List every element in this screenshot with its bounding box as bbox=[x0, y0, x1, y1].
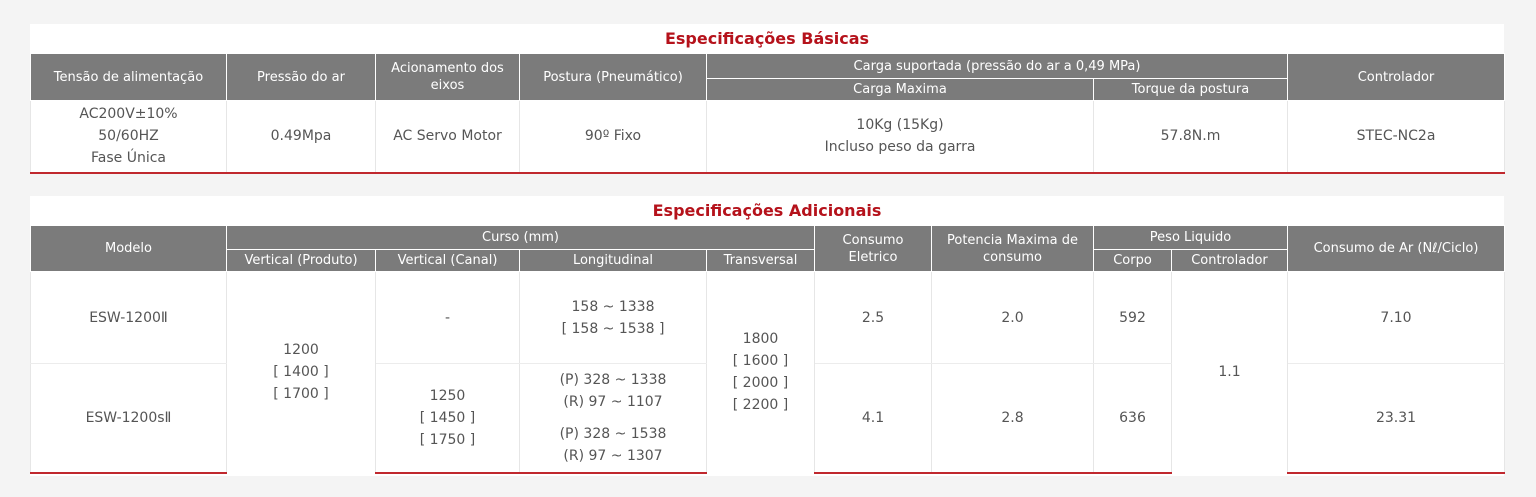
table-row: Modelo Curso (mm) Consumo Eletrico Poten… bbox=[30, 225, 1505, 272]
header-cell: Vertical (Produto) bbox=[226, 249, 376, 272]
header-cell: Consumo de Ar (Nℓ/Ciclo) bbox=[1287, 225, 1505, 272]
header-cell: Carga suportada (pressão do ar a 0,49 MP… bbox=[706, 53, 1288, 79]
line: (P) 328 ~ 1538 bbox=[559, 425, 667, 442]
section-title: Especificações Adicionais bbox=[652, 201, 882, 220]
header-cell: Corpo bbox=[1093, 249, 1172, 272]
table-row: Vertical (Produto) Vertical (Canal) Long… bbox=[31, 249, 1505, 272]
header-cell: Peso Liquido bbox=[1093, 225, 1288, 250]
thead: Tensão de alimentação Pressão do ar Acio… bbox=[30, 53, 1505, 101]
cell: 2.0 bbox=[931, 271, 1094, 364]
line: 1800 bbox=[742, 331, 779, 348]
line: 50/60HZ bbox=[98, 128, 159, 145]
line: [ 158 ~ 1538 ] bbox=[561, 320, 665, 337]
line: 10Kg (15Kg) bbox=[856, 117, 944, 134]
line: [ 1600 ] bbox=[732, 353, 789, 370]
line: 1200 bbox=[283, 342, 319, 359]
header-cell: Tensão de alimentação bbox=[30, 53, 227, 101]
header-cell: Transversal bbox=[706, 249, 815, 272]
cell: 1800 [ 1600 ] [ 2000 ] [ 2200 ] bbox=[706, 271, 815, 473]
cell: 1250 [ 1450 ] [ 1750 ] bbox=[375, 363, 520, 474]
cell: AC Servo Motor bbox=[375, 100, 520, 174]
line: [ 1400 ] bbox=[273, 364, 329, 381]
tbody: AC200V±10% 50/60HZ Fase Única 0.49Mpa AC S… bbox=[30, 100, 1505, 174]
header-cell: Carga Maxima bbox=[706, 78, 1094, 101]
cell: 10Kg (15Kg) Incluso peso da garra bbox=[706, 100, 1094, 174]
cell: 0.49Mpa bbox=[226, 100, 376, 174]
spacer bbox=[520, 413, 706, 423]
line: [ 2000 ] bbox=[732, 375, 789, 392]
additional-table: Modelo Curso (mm) Consumo Eletrico Poten… bbox=[30, 225, 1505, 474]
line: 158 ~ 1338 bbox=[571, 298, 655, 315]
line: [ 1700 ] bbox=[273, 386, 329, 403]
cell: 23.31 bbox=[1287, 363, 1505, 474]
header-cell: Controlador bbox=[1171, 249, 1288, 272]
cell: STEC-NC2a bbox=[1287, 100, 1505, 174]
basic-table: Tensão de alimentação Pressão do ar Acio… bbox=[30, 53, 1505, 174]
cell: 7.10 bbox=[1287, 271, 1505, 364]
cell: AC200V±10% 50/60HZ Fase Única bbox=[30, 100, 227, 174]
header-cell: Consumo Eletrico bbox=[814, 225, 932, 272]
table-row: Tensão de alimentação Pressão do ar Acio… bbox=[30, 53, 1505, 101]
table-row: Carga Maxima Torque da postura bbox=[31, 78, 1505, 101]
line: (P) 328 ~ 1338 bbox=[559, 371, 667, 388]
header-cell: Torque da postura bbox=[1093, 78, 1288, 101]
line: Incluso peso da garra bbox=[824, 139, 976, 156]
header-cell: Vertical (Canal) bbox=[375, 249, 520, 272]
cell: 1200 [ 1400 ] [ 1700 ] bbox=[226, 271, 376, 473]
header-cell: Pressão do ar bbox=[226, 53, 376, 101]
line: (R) 97 ~ 1107 bbox=[563, 393, 663, 410]
line: [ 1450 ] bbox=[419, 409, 476, 426]
cell: 1.1 bbox=[1171, 271, 1288, 473]
header-cell: Postura (Pneumático) bbox=[519, 53, 707, 101]
line: 1250 bbox=[429, 387, 466, 404]
cell: ESW-1200sⅡ bbox=[30, 363, 227, 474]
line: (R) 97 ~ 1307 bbox=[563, 447, 663, 464]
cell: 592 bbox=[1093, 271, 1172, 364]
cell: - bbox=[375, 271, 520, 364]
line: Fase Única bbox=[91, 150, 166, 167]
cell: ESW-1200Ⅱ bbox=[30, 271, 227, 364]
header-cell: Controlador bbox=[1287, 53, 1505, 101]
header-cell: Acionamento dos eixos bbox=[375, 53, 520, 101]
line: [ 2200 ] bbox=[732, 397, 789, 414]
cell: 4.1 bbox=[814, 363, 932, 474]
thead: Modelo Curso (mm) Consumo Eletrico Poten… bbox=[30, 225, 1505, 272]
table-row: ESW-1200Ⅱ 1200 [ 1400 ] [ 1700 ] - 158 ~ 1… bbox=[30, 271, 1505, 473]
cell: 636 bbox=[1093, 363, 1172, 474]
header-cell: Modelo bbox=[30, 225, 227, 272]
header-cell: Longitudinal bbox=[519, 249, 707, 272]
cell: 57.8N.m bbox=[1093, 100, 1288, 174]
cell: 90º Fixo bbox=[519, 100, 707, 174]
header-cell: Curso (mm) bbox=[226, 225, 815, 250]
header-cell: Potencia Maxima de consumo bbox=[931, 225, 1094, 272]
table-row: ESW-1200sⅡ 1250 [ 1450 ] [ 1750 ] (P) 328 … bbox=[30, 363, 1505, 474]
cell: 2.5 bbox=[814, 271, 932, 364]
cell: (P) 328 ~ 1338 (R) 97 ~ 1107 (P) 328 ~ 153… bbox=[519, 363, 707, 474]
line: AC200V±10% bbox=[79, 106, 178, 123]
table-row: AC200V±10% 50/60HZ Fase Única 0.49Mpa AC S… bbox=[30, 100, 1505, 174]
section-title: Especificações Básicas bbox=[664, 29, 870, 48]
cell: 158 ~ 1338 [ 158 ~ 1538 ] bbox=[519, 271, 707, 364]
tbody: ESW-1200Ⅱ 1200 [ 1400 ] [ 1700 ] - 158 ~ 1… bbox=[30, 271, 1505, 474]
cell: 2.8 bbox=[931, 363, 1094, 474]
line: [ 1750 ] bbox=[419, 431, 476, 448]
